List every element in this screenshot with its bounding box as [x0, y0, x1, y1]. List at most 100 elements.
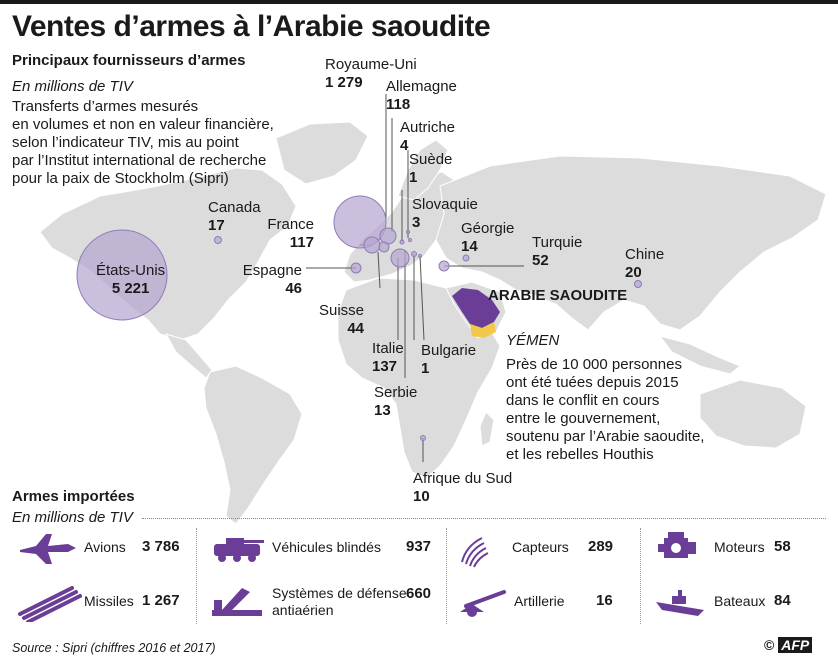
description-line: en volumes et non en valeur financière, — [12, 116, 274, 133]
column-divider — [446, 528, 447, 624]
country-value: 4 — [400, 137, 409, 154]
bubble-etats-unis — [76, 229, 168, 321]
bubble-turquie — [438, 260, 450, 272]
import-item-artillerie: Artillerie 16 — [456, 582, 632, 622]
import-value: 16 — [596, 592, 613, 609]
column-divider — [196, 528, 197, 624]
afp-wordmark: AFP — [778, 637, 813, 653]
label-espagne: Espagne 46 — [236, 262, 302, 298]
country-name: Bulgarie — [421, 342, 477, 359]
import-value: 660 — [406, 585, 432, 602]
label-royaume-uni: Royaume-Uni 1 279 — [325, 56, 417, 92]
bubble-bulgarie — [418, 254, 422, 258]
yemen-shape — [470, 322, 496, 338]
country-value: 13 — [374, 402, 391, 419]
imports-divider — [142, 518, 826, 519]
import-item-vehicules: Véhicules blindés 937 — [208, 528, 440, 568]
yemen-label: YÉMEN — [506, 332, 560, 349]
label-slovaquie: Slovaquie 3 — [412, 196, 478, 232]
bubble-canada — [214, 236, 222, 244]
central-america-landmass — [164, 333, 213, 379]
saudi-arabia-label: ARABIE SAOUDITE — [488, 287, 628, 304]
bubble-afrique-du-sud — [420, 435, 426, 441]
import-item-missiles: Missiles 1 267 — [16, 582, 188, 622]
country-name: France — [267, 216, 314, 233]
engine-icon — [658, 532, 696, 558]
country-value: 10 — [413, 488, 430, 505]
country-name: Espagne — [242, 262, 302, 279]
page-title: Ventes d’armes à l’Arabie saoudite — [12, 10, 491, 43]
country-name: Géorgie — [461, 220, 515, 237]
description-line: selon l’indicateur TIV, mis au point — [12, 134, 239, 151]
label-serbie: Serbie 13 — [374, 384, 417, 420]
bubble-espagne — [350, 262, 362, 274]
madagascar-landmass — [479, 411, 495, 447]
import-value: 3 786 — [142, 538, 180, 555]
yemen-note-line: dans le conflit en cours — [506, 392, 660, 409]
import-name: Moteurs — [714, 539, 765, 555]
label-canada: Canada 17 — [208, 199, 261, 235]
southeast-asia-landmass — [658, 335, 741, 375]
country-value: 20 — [625, 264, 642, 281]
bubble-suede — [406, 230, 410, 234]
country-value: 137 — [372, 358, 398, 375]
import-item-avions: Avions 3 786 — [16, 528, 188, 568]
label-turquie: Turquie 52 — [532, 234, 582, 270]
label-suede: Suède 1 — [409, 151, 452, 187]
import-name: Capteurs — [512, 539, 569, 555]
australia-landmass — [699, 379, 807, 449]
yemen-note-line: ont été tuées depuis 2015 — [506, 374, 679, 391]
country-value: 44 — [347, 320, 364, 337]
import-name: Avions — [84, 539, 126, 555]
imports-title: Armes importées — [12, 488, 135, 505]
bubble-serbie — [411, 251, 417, 257]
greenland-landmass — [275, 121, 369, 185]
yemen-note-line: soutenu par l’Arabie saoudite, — [506, 428, 705, 445]
import-item-defense: Systèmes de défense antiaérien 660 — [208, 582, 440, 622]
south-america-landmass — [203, 365, 303, 525]
import-value: 937 — [406, 538, 432, 555]
import-item-capteurs: Capteurs 289 — [456, 528, 632, 568]
import-name: Systèmes de défense antiaérien — [272, 585, 407, 618]
country-value: 52 — [532, 252, 549, 269]
country-name: Suède — [409, 151, 453, 168]
country-value: 118 — [386, 96, 411, 113]
country-name: Autriche — [400, 119, 456, 136]
country-value: 17 — [208, 217, 225, 234]
description-line: pour la paix de Stockholm (Sipri) — [12, 170, 229, 187]
air-defense-icon — [212, 588, 262, 616]
afp-logo: © AFP — [764, 637, 813, 653]
country-name: Afrique du Sud — [413, 470, 513, 487]
bubble-georgie — [462, 254, 470, 262]
country-name: États-Unis — [96, 262, 166, 279]
import-item-moteurs: Moteurs 58 — [654, 528, 824, 568]
bubble-italie — [390, 248, 410, 268]
description: Transferts d’armes mesurés en volumes et… — [12, 98, 312, 188]
bubble-slovaquie — [408, 238, 412, 242]
import-name: Artillerie — [514, 593, 565, 609]
ship-icon — [656, 590, 704, 616]
label-afrique-du-sud: Afrique du Sud 10 — [413, 470, 512, 506]
country-name: Suisse — [318, 302, 364, 319]
north-america-landmass — [39, 167, 297, 341]
country-name: Italie — [372, 340, 404, 357]
import-name: Véhicules blindés — [272, 539, 381, 555]
label-italie: Italie 137 — [372, 340, 404, 376]
country-name: Turquie — [532, 234, 583, 251]
label-etats-unis: États-Unis 5 221 — [96, 262, 165, 298]
import-value: 289 — [588, 538, 614, 555]
column-divider — [640, 528, 641, 624]
sensor-icon — [461, 537, 489, 568]
description-line: par l’Institut international de recherch… — [12, 152, 267, 169]
import-item-bateaux: Bateaux 84 — [654, 582, 824, 622]
unit-note: En millions de TIV — [12, 78, 133, 95]
country-value: 1 — [421, 360, 430, 377]
country-value: 46 — [285, 280, 302, 297]
country-value: 1 279 — [325, 74, 363, 91]
bubble-royaume-uni — [333, 195, 387, 249]
yemen-note-line: entre le gouvernement, — [506, 410, 661, 427]
page-subtitle: Principaux fournisseurs d’armes — [12, 52, 246, 69]
imports-unit: En millions de TIV — [12, 509, 133, 526]
import-value: 1 267 — [142, 592, 180, 609]
